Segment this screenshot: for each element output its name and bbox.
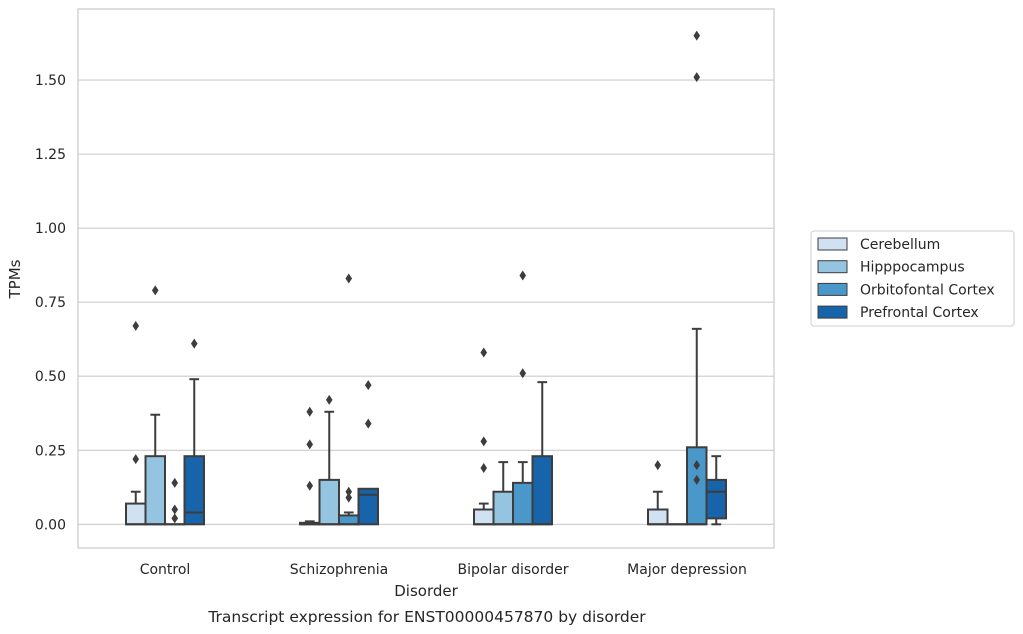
outlier-point	[480, 347, 488, 358]
outlier-point	[190, 338, 198, 349]
outlier-point	[345, 486, 353, 497]
box	[705, 478, 727, 520]
box	[357, 487, 379, 526]
y-tick-label: 1.00	[35, 221, 66, 237]
box-plot	[686, 30, 708, 526]
outlier-point	[325, 394, 333, 405]
box	[318, 478, 340, 526]
outlier-point	[364, 380, 372, 391]
y-tick-label: 1.50	[35, 73, 66, 89]
box	[183, 455, 205, 526]
outlier-point	[693, 30, 701, 41]
outlier-point	[171, 477, 179, 488]
chart-caption: Transcript expression for ENST0000045787…	[207, 608, 646, 626]
y-tick-label: 0.00	[35, 517, 66, 533]
outlier-point	[519, 368, 527, 379]
y-tick-label: 0.25	[35, 443, 66, 459]
box-plot	[647, 460, 669, 526]
box	[647, 508, 669, 526]
outlier-point	[693, 474, 701, 485]
outlier-point	[693, 460, 701, 471]
y-axis-ticks: 0.00 0.25 0.50 0.75 1.00 1.25 1.50	[35, 73, 66, 533]
legend-label: Prefrontal Cortex	[860, 305, 979, 321]
outlier-point	[480, 436, 488, 447]
outlier-point	[151, 285, 159, 296]
box-plot	[531, 381, 553, 526]
plot-area-frame	[77, 8, 775, 549]
outlier-point	[654, 460, 662, 471]
y-axis-label: TPMs	[6, 259, 24, 299]
outlier-point	[132, 454, 140, 465]
legend-label: Orbitofontal Cortex	[860, 282, 995, 298]
box-plot	[144, 285, 166, 526]
outlier-point	[519, 270, 527, 281]
box	[512, 481, 534, 526]
x-tick-label: Control	[140, 562, 191, 578]
box-plot	[183, 338, 205, 526]
outlier-point	[364, 418, 372, 429]
box-plot	[492, 461, 514, 526]
box	[338, 514, 360, 526]
legend: Cerebellum Hipppocampus Orbitofontal Corte…	[810, 230, 1015, 327]
legend-swatch	[817, 260, 848, 274]
box	[531, 455, 553, 526]
outlier-point	[132, 320, 140, 331]
legend-swatch	[817, 237, 848, 251]
box	[473, 508, 495, 526]
outlier-point	[171, 513, 179, 524]
outlier-point	[693, 72, 701, 83]
legend-label: Cerebellum	[860, 237, 940, 253]
outlier-point	[306, 406, 314, 417]
box-plot	[473, 347, 495, 526]
box	[125, 502, 147, 526]
x-tick-label: Major depression	[627, 562, 747, 578]
box-plot	[357, 380, 379, 526]
box-plot	[125, 320, 147, 526]
box	[686, 446, 708, 526]
y-tick-label: 0.50	[35, 369, 66, 385]
outlier-point	[345, 273, 353, 284]
box-plot	[705, 455, 727, 526]
box-plot	[299, 406, 321, 526]
legend-frame	[810, 230, 1015, 327]
box-plot	[512, 270, 534, 526]
box	[492, 490, 514, 526]
x-axis-ticks: Control Schizophrenia Bipolar disorder Majo…	[140, 562, 747, 578]
y-tick-label: 1.25	[35, 147, 66, 163]
outlier-point	[306, 439, 314, 450]
x-axis-label: Disorder	[394, 582, 458, 600]
box-plots	[125, 30, 727, 526]
legend-swatch	[817, 282, 848, 296]
box-plot	[164, 477, 186, 526]
outlier-point	[306, 480, 314, 491]
legend-swatch	[817, 305, 848, 319]
x-tick-label: Schizophrenia	[290, 562, 388, 578]
outlier-point	[480, 463, 488, 474]
outlier-point	[171, 504, 179, 515]
x-tick-label: Bipolar disorder	[457, 562, 568, 578]
box	[144, 455, 166, 526]
legend-label: Hipppocampus	[860, 260, 965, 276]
outlier-point	[345, 492, 353, 503]
box-plot	[318, 394, 340, 526]
y-tick-label: 0.75	[35, 295, 66, 311]
grid-lines	[78, 79, 774, 525]
box-plot	[338, 273, 360, 526]
